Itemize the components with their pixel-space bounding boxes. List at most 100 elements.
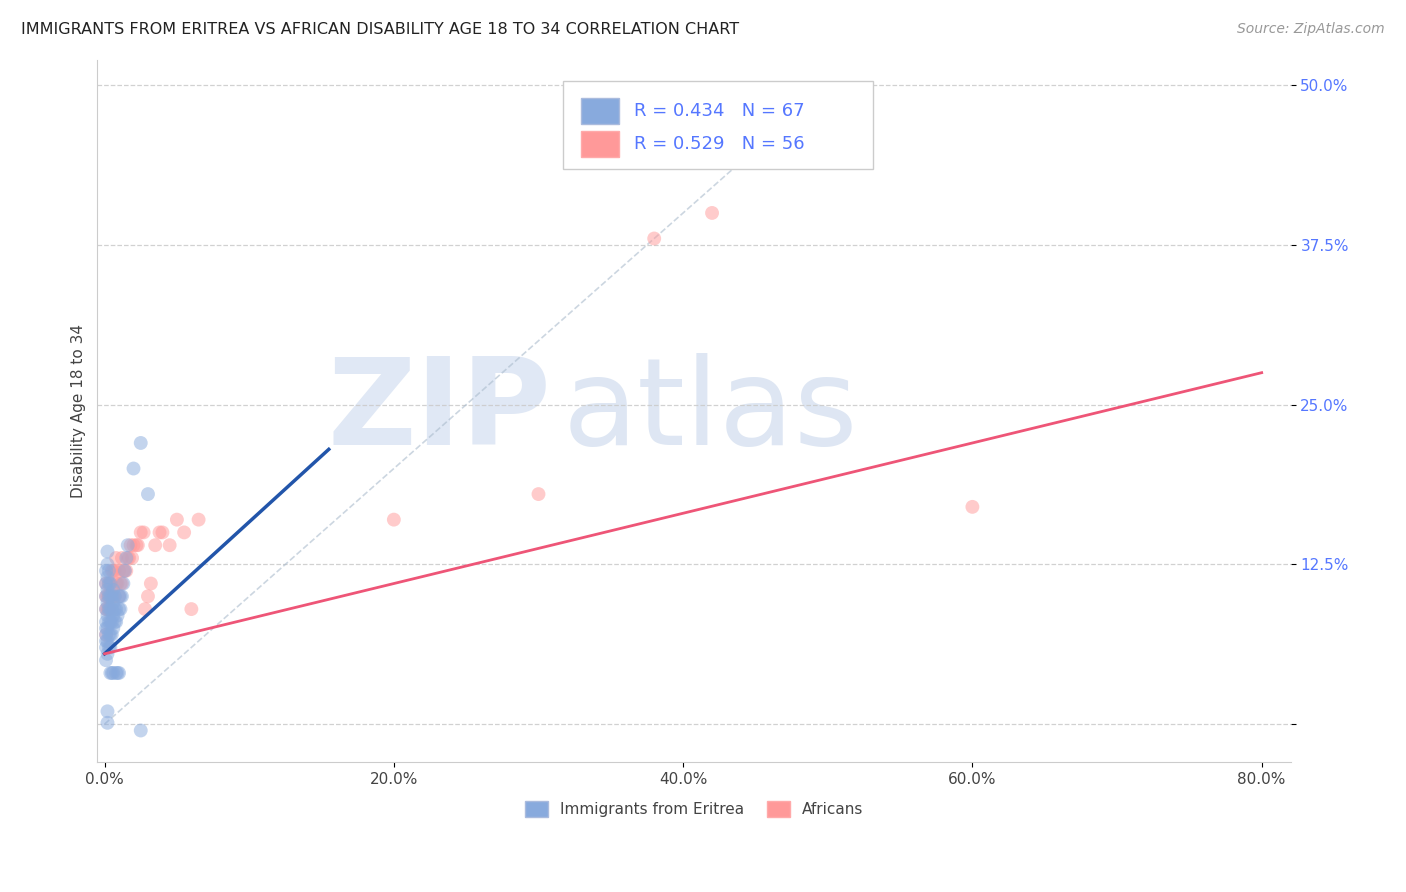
Point xyxy=(110,602,132,616)
Point xyxy=(136,590,159,604)
Point xyxy=(105,602,128,616)
Point xyxy=(94,576,117,591)
Point xyxy=(97,590,120,604)
Point xyxy=(107,576,129,591)
Point xyxy=(114,564,136,578)
Point xyxy=(118,551,141,566)
Point xyxy=(120,538,142,552)
Point xyxy=(108,602,131,616)
Point xyxy=(180,602,202,616)
FancyBboxPatch shape xyxy=(581,130,619,157)
Point xyxy=(121,551,143,566)
Point xyxy=(104,615,127,629)
Point xyxy=(97,576,120,591)
Point xyxy=(134,602,156,616)
Point xyxy=(103,665,125,680)
Point xyxy=(111,551,134,566)
Y-axis label: Disability Age 18 to 34: Disability Age 18 to 34 xyxy=(72,324,86,498)
Text: R = 0.529   N = 56: R = 0.529 N = 56 xyxy=(634,135,806,153)
Point xyxy=(96,582,118,597)
Point xyxy=(97,640,120,655)
Point xyxy=(96,647,118,661)
Point xyxy=(97,627,120,641)
Point xyxy=(101,602,124,616)
Point xyxy=(98,590,121,604)
Point xyxy=(132,525,155,540)
Point xyxy=(112,564,135,578)
Point xyxy=(104,564,127,578)
Point xyxy=(94,653,117,667)
Point xyxy=(94,615,117,629)
Point xyxy=(129,436,152,450)
Point xyxy=(94,634,117,648)
Point xyxy=(96,602,118,616)
Point xyxy=(101,615,124,629)
Point xyxy=(96,634,118,648)
Point xyxy=(96,570,118,584)
Point xyxy=(97,602,120,616)
Point xyxy=(129,723,152,738)
Point xyxy=(122,461,145,475)
Point xyxy=(103,608,125,623)
Point xyxy=(382,513,405,527)
Point xyxy=(111,576,134,591)
Point xyxy=(98,576,121,591)
Point xyxy=(98,665,121,680)
Point xyxy=(136,487,159,501)
Point xyxy=(94,621,117,635)
Point xyxy=(96,608,118,623)
Point xyxy=(117,538,139,552)
Point xyxy=(107,665,129,680)
Point xyxy=(96,715,118,730)
Point xyxy=(108,590,131,604)
Legend: Immigrants from Eritrea, Africans: Immigrants from Eritrea, Africans xyxy=(517,794,870,825)
Point xyxy=(108,665,131,680)
Point xyxy=(103,596,125,610)
Point xyxy=(101,590,124,604)
Point xyxy=(127,538,149,552)
Point xyxy=(166,513,188,527)
Point xyxy=(104,590,127,604)
Point xyxy=(94,602,117,616)
Point xyxy=(94,590,117,604)
Point xyxy=(96,558,118,572)
Point xyxy=(111,590,134,604)
Point xyxy=(152,525,174,540)
Point xyxy=(98,640,121,655)
Point xyxy=(94,602,117,616)
Point xyxy=(105,576,128,591)
Point xyxy=(94,627,117,641)
Point xyxy=(108,590,131,604)
Point xyxy=(96,544,118,558)
Point xyxy=(94,627,117,641)
Point xyxy=(143,538,166,552)
Point xyxy=(105,615,128,629)
FancyBboxPatch shape xyxy=(562,80,873,169)
Point xyxy=(103,582,125,597)
Point xyxy=(98,576,121,591)
Point xyxy=(643,231,665,245)
FancyBboxPatch shape xyxy=(581,97,619,124)
Text: atlas: atlas xyxy=(562,352,858,469)
Point xyxy=(94,564,117,578)
Point xyxy=(962,500,984,514)
Point xyxy=(98,602,121,616)
Point xyxy=(104,590,127,604)
Point xyxy=(117,551,139,566)
Point xyxy=(107,608,129,623)
Point xyxy=(115,564,138,578)
Point xyxy=(98,590,121,604)
Point xyxy=(103,621,125,635)
Point xyxy=(122,538,145,552)
Point xyxy=(97,615,120,629)
Point xyxy=(173,525,195,540)
Point xyxy=(96,621,118,635)
Point xyxy=(787,154,810,169)
Point xyxy=(108,564,131,578)
Point xyxy=(94,640,117,655)
Point xyxy=(98,627,121,641)
Point xyxy=(139,576,162,591)
Point xyxy=(148,525,170,540)
Point xyxy=(187,513,209,527)
Point xyxy=(105,551,128,566)
